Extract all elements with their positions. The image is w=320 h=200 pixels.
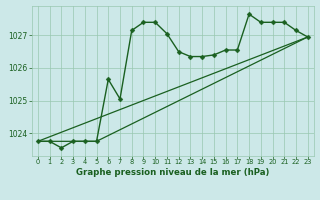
X-axis label: Graphe pression niveau de la mer (hPa): Graphe pression niveau de la mer (hPa): [76, 168, 269, 177]
